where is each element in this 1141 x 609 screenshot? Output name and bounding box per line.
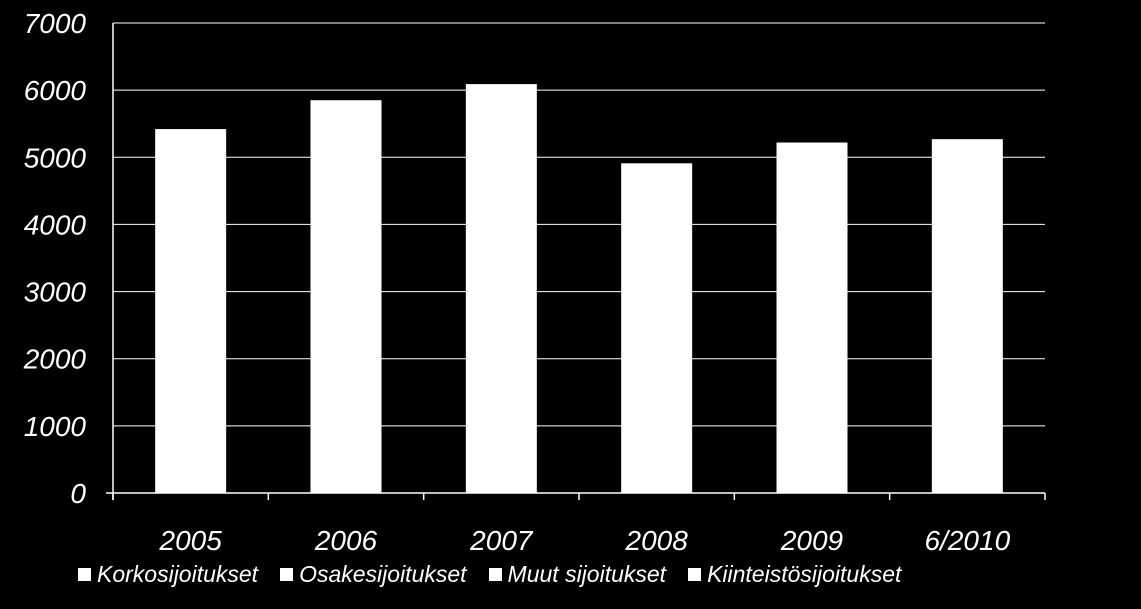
bar: [776, 142, 848, 493]
legend-item-korkosijoitukset: Korkosijoitukset: [78, 561, 258, 588]
bar: [931, 139, 1003, 493]
x-tick-label: 6/2010: [925, 525, 1011, 556]
x-tick-label: 2006: [314, 525, 378, 556]
y-tick-label: 7000: [24, 8, 87, 39]
legend-swatch-icon: [280, 568, 294, 581]
legend-label: Muut sijoitukset: [507, 561, 667, 587]
legend-item-muut-sijoitukset: Muut sijoitukset: [488, 561, 667, 588]
legend-item-osakesijoitukset: Osakesijoitukset: [280, 561, 467, 588]
legend: Korkosijoitukset Osakesijoitukset Muut s…: [78, 561, 901, 588]
legend-swatch-icon: [488, 568, 502, 581]
bar: [621, 163, 693, 494]
y-tick-label: 2000: [23, 344, 87, 375]
x-tick-label: 2008: [625, 525, 689, 556]
x-tick-label: 2007: [469, 525, 534, 556]
legend-swatch-icon: [78, 568, 91, 581]
x-tick-label: 2009: [780, 525, 843, 556]
y-tick-label: 0: [70, 478, 86, 509]
legend-label: Korkosijoitukset: [97, 561, 259, 587]
bar: [155, 129, 227, 494]
bar-chart: 0 1000 2000 3000 4000 5000 6000 7000 2005 2006 200…: [23, 8, 1046, 556]
y-tick-label: 4000: [24, 209, 87, 240]
bar: [465, 84, 537, 493]
legend-label: Kiinteistösijoitukset: [707, 561, 902, 587]
x-tick-label: 2005: [159, 525, 223, 556]
y-tick-label: 5000: [24, 142, 87, 173]
y-tick-label: 3000: [24, 277, 87, 308]
y-tick-label: 1000: [24, 411, 87, 442]
legend-item-kiinteistosijoitukset: Kiinteistösijoitukset: [688, 561, 901, 588]
legend-label: Osakesijoitukset: [299, 561, 467, 587]
bar: [310, 100, 382, 493]
y-tick-label: 6000: [24, 75, 87, 106]
legend-swatch-icon: [688, 568, 702, 581]
